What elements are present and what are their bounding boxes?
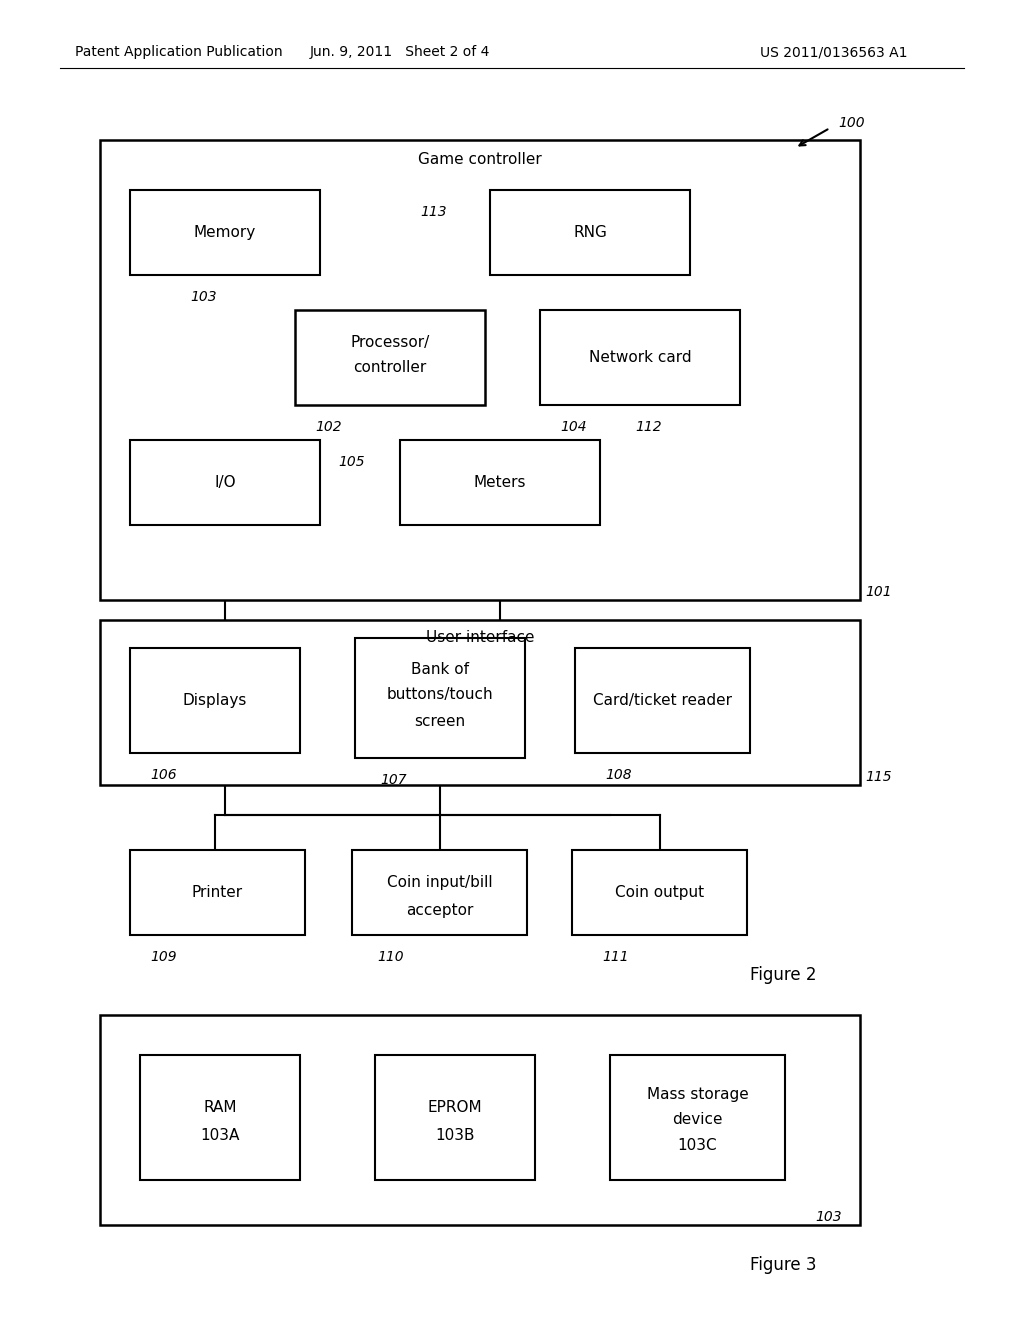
Text: acceptor: acceptor bbox=[406, 903, 473, 917]
Text: Coin input/bill: Coin input/bill bbox=[387, 874, 493, 890]
Text: Memory: Memory bbox=[194, 224, 256, 240]
Text: Coin output: Coin output bbox=[615, 884, 705, 900]
Text: Bank of: Bank of bbox=[411, 663, 469, 677]
Text: US 2011/0136563 A1: US 2011/0136563 A1 bbox=[760, 45, 907, 59]
Text: 102: 102 bbox=[315, 420, 342, 434]
Text: 108: 108 bbox=[605, 768, 632, 781]
Text: 100: 100 bbox=[838, 116, 864, 129]
Bar bbox=[130, 850, 305, 935]
Text: 103C: 103C bbox=[678, 1138, 718, 1152]
Text: 103A: 103A bbox=[201, 1127, 240, 1143]
Text: RNG: RNG bbox=[573, 224, 607, 240]
Text: 106: 106 bbox=[150, 768, 176, 781]
Bar bbox=[610, 1055, 785, 1180]
Text: Printer: Printer bbox=[191, 884, 243, 900]
Text: 110: 110 bbox=[377, 950, 403, 964]
Text: Card/ticket reader: Card/ticket reader bbox=[593, 693, 732, 708]
Text: controller: controller bbox=[353, 360, 427, 375]
Text: 111: 111 bbox=[602, 950, 629, 964]
Text: 103: 103 bbox=[190, 290, 217, 304]
Text: Jun. 9, 2011   Sheet 2 of 4: Jun. 9, 2011 Sheet 2 of 4 bbox=[310, 45, 490, 59]
Bar bbox=[355, 638, 525, 758]
Text: 113: 113 bbox=[420, 205, 446, 219]
Text: screen: screen bbox=[415, 714, 466, 729]
Text: device: device bbox=[672, 1113, 723, 1127]
Text: Figure 3: Figure 3 bbox=[750, 1257, 816, 1274]
Text: Network card: Network card bbox=[589, 350, 691, 366]
Text: 105: 105 bbox=[338, 455, 365, 469]
Text: Displays: Displays bbox=[183, 693, 247, 708]
Text: Game controller: Game controller bbox=[418, 153, 542, 168]
Text: Meters: Meters bbox=[474, 475, 526, 490]
Bar bbox=[140, 1055, 300, 1180]
Text: 101: 101 bbox=[865, 585, 892, 599]
Text: 109: 109 bbox=[150, 950, 176, 964]
Bar bbox=[100, 620, 860, 785]
Bar bbox=[295, 310, 485, 405]
Bar bbox=[130, 648, 300, 752]
Text: Figure 2: Figure 2 bbox=[750, 966, 816, 983]
Text: 103B: 103B bbox=[435, 1127, 475, 1143]
Bar bbox=[575, 648, 750, 752]
Bar bbox=[540, 310, 740, 405]
Text: Processor/: Processor/ bbox=[350, 335, 430, 351]
Text: Patent Application Publication: Patent Application Publication bbox=[75, 45, 283, 59]
Text: 115: 115 bbox=[865, 770, 892, 784]
Bar bbox=[100, 140, 860, 601]
Text: 104: 104 bbox=[560, 420, 587, 434]
Text: 107: 107 bbox=[380, 774, 407, 787]
Bar bbox=[130, 440, 319, 525]
Text: EPROM: EPROM bbox=[428, 1100, 482, 1114]
Bar bbox=[400, 440, 600, 525]
Bar bbox=[100, 1015, 860, 1225]
Text: User interface: User interface bbox=[426, 631, 535, 645]
Text: Mass storage: Mass storage bbox=[646, 1088, 749, 1102]
Text: 112: 112 bbox=[635, 420, 662, 434]
Bar bbox=[490, 190, 690, 275]
Bar bbox=[130, 190, 319, 275]
Bar bbox=[375, 1055, 535, 1180]
Text: buttons/touch: buttons/touch bbox=[387, 688, 494, 702]
Bar bbox=[352, 850, 527, 935]
Text: I/O: I/O bbox=[214, 475, 236, 490]
Bar bbox=[572, 850, 746, 935]
Text: 103: 103 bbox=[815, 1210, 842, 1224]
Text: RAM: RAM bbox=[203, 1100, 237, 1114]
